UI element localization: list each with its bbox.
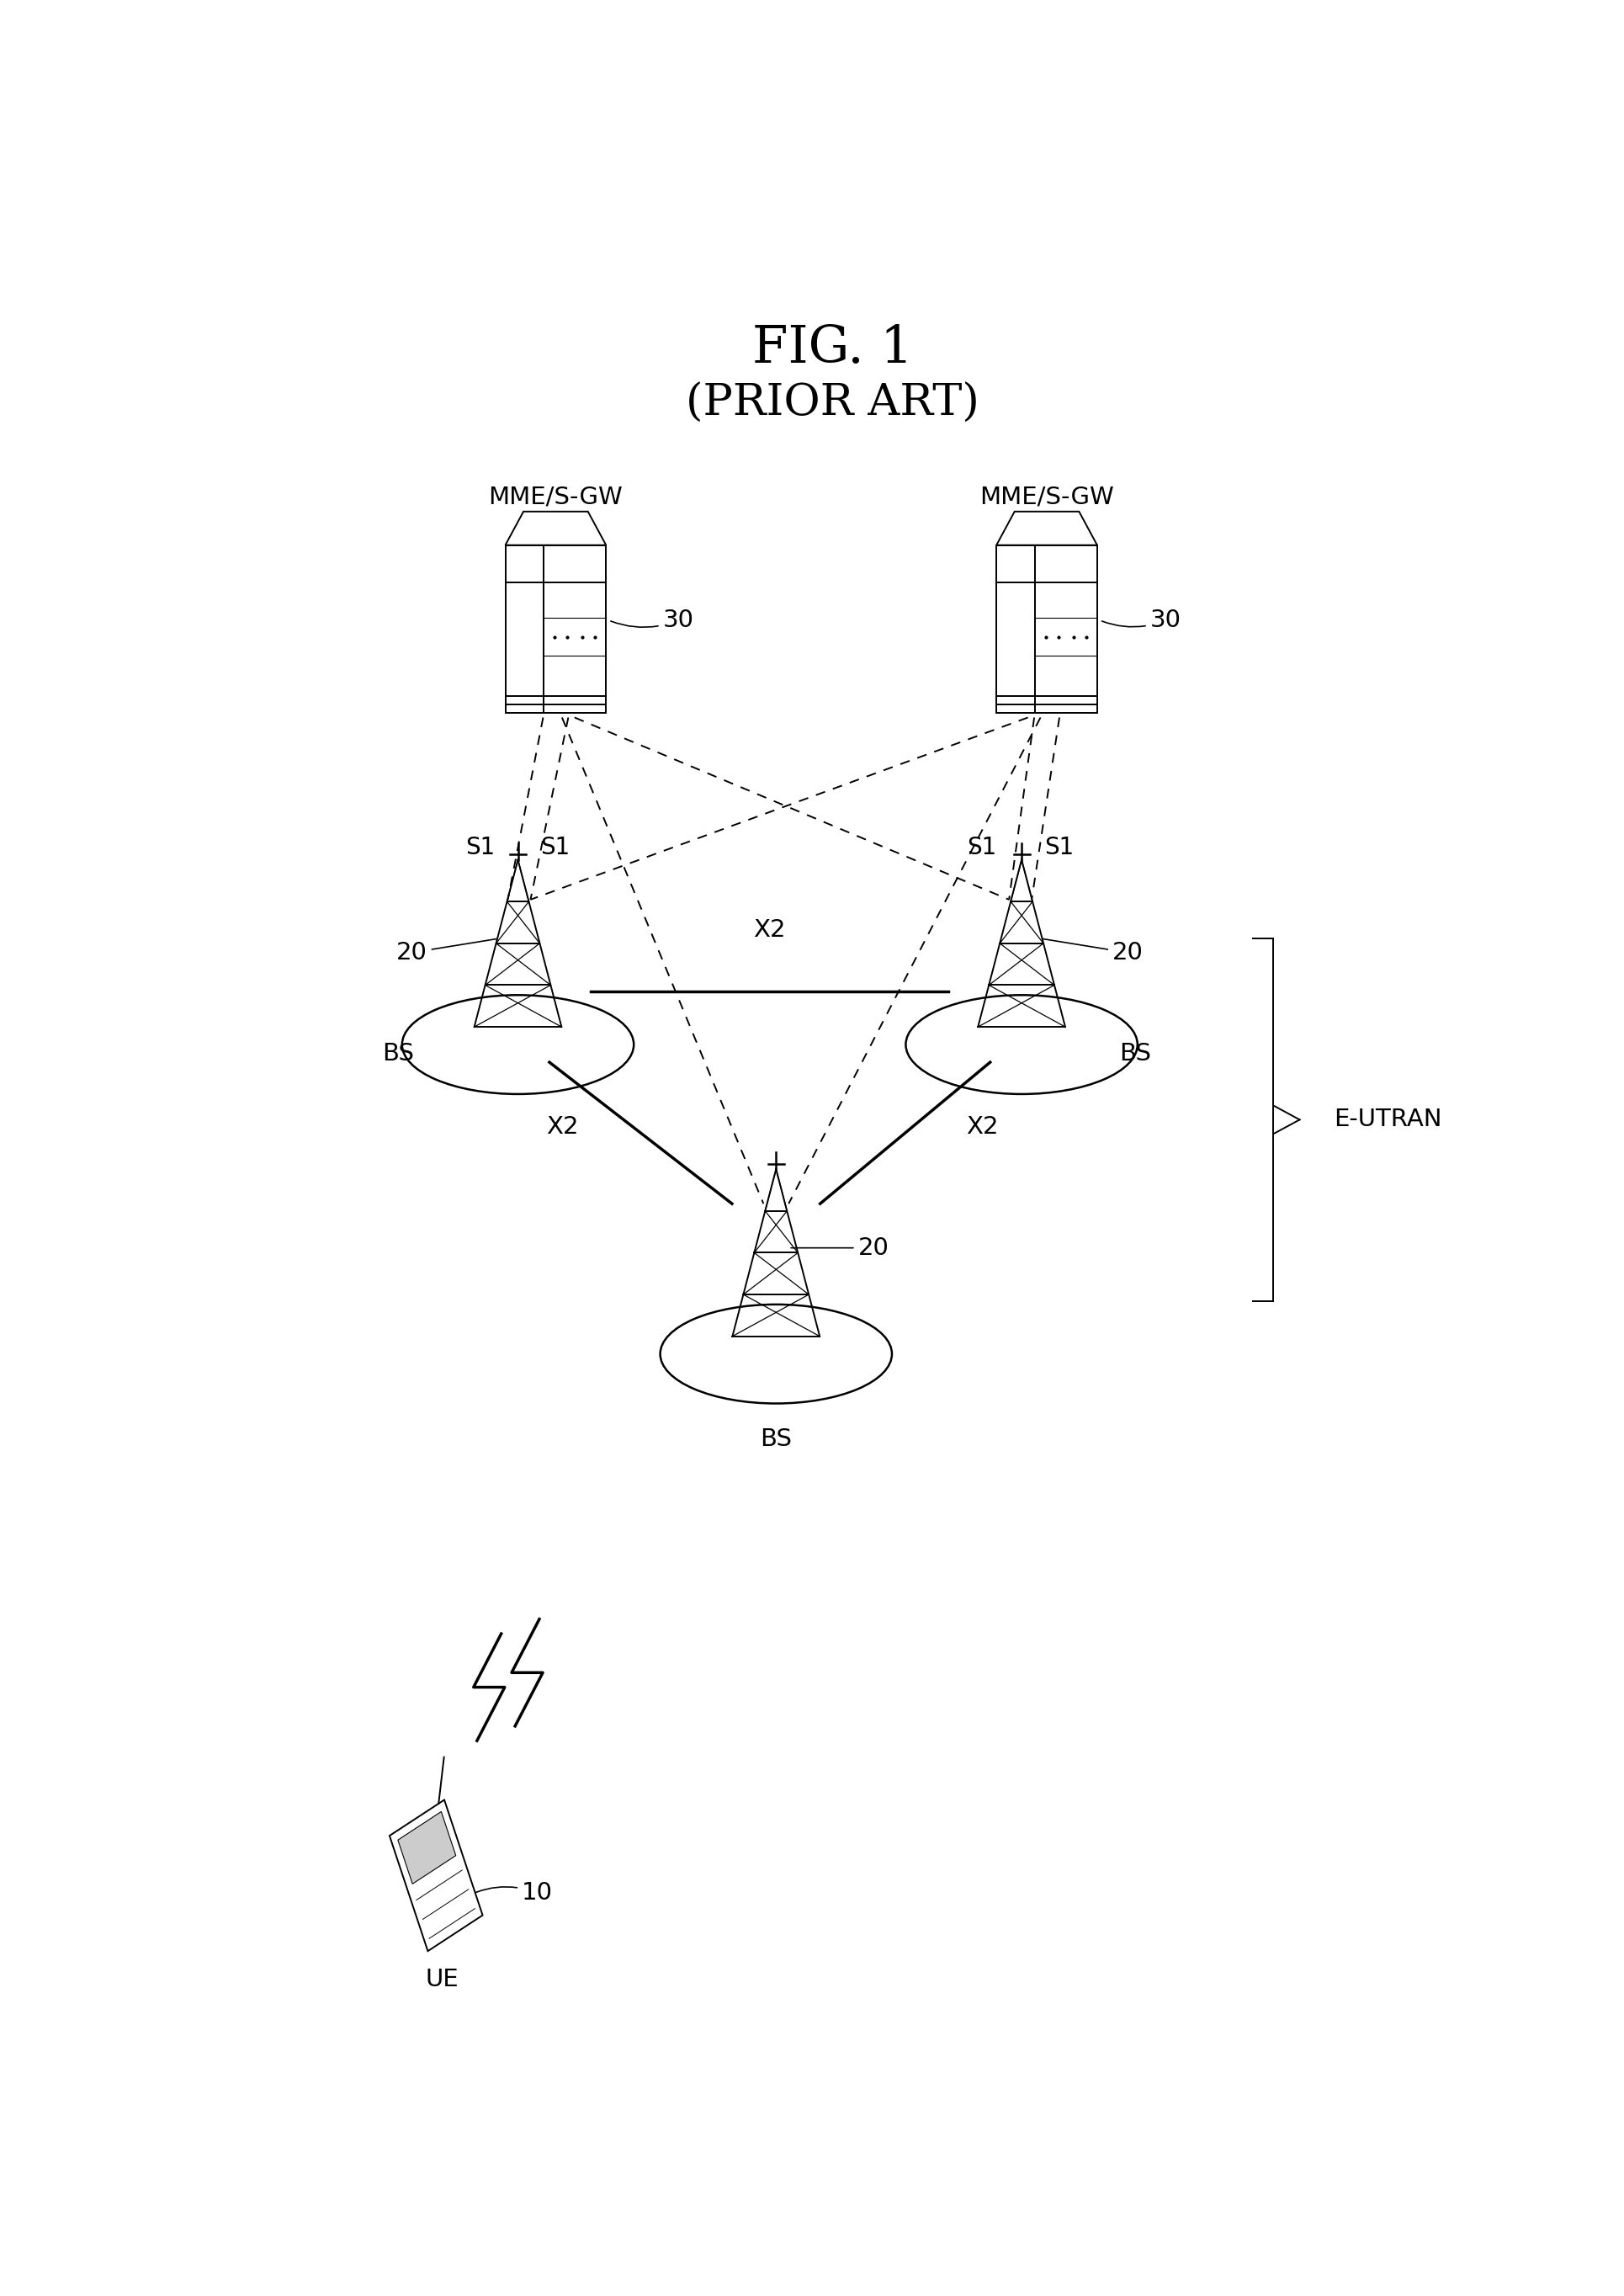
Text: E-UTRAN: E-UTRAN (1333, 1109, 1440, 1132)
Text: BS: BS (760, 1428, 791, 1451)
Text: 20: 20 (791, 1235, 888, 1261)
Bar (996, 544, 1034, 714)
Text: X2: X2 (546, 1116, 578, 1139)
Text: X2: X2 (966, 1116, 999, 1139)
Text: 30: 30 (611, 608, 693, 631)
Text: 20: 20 (396, 939, 497, 964)
Text: S1: S1 (1044, 836, 1073, 859)
Bar (1034, 544, 1096, 714)
Text: 20: 20 (1043, 939, 1143, 964)
Text: FIG. 1: FIG. 1 (752, 324, 913, 374)
Text: X2: X2 (754, 918, 786, 941)
Text: MME/S-GW: MME/S-GW (979, 484, 1114, 510)
Polygon shape (505, 512, 606, 544)
Polygon shape (398, 1812, 456, 1885)
Text: 10: 10 (476, 1880, 552, 1906)
Text: BS: BS (1119, 1042, 1150, 1065)
Bar (505, 544, 544, 714)
Text: 30: 30 (1101, 608, 1181, 631)
Bar (544, 544, 606, 714)
Text: S1: S1 (541, 836, 570, 859)
Text: S1: S1 (966, 836, 996, 859)
Polygon shape (390, 1800, 482, 1952)
Text: BS: BS (382, 1042, 414, 1065)
Polygon shape (996, 512, 1096, 544)
Text: (PRIOR ART): (PRIOR ART) (685, 381, 979, 425)
Text: UE: UE (425, 1968, 460, 1991)
Text: MME/S-GW: MME/S-GW (489, 484, 622, 510)
Text: S1: S1 (466, 836, 495, 859)
